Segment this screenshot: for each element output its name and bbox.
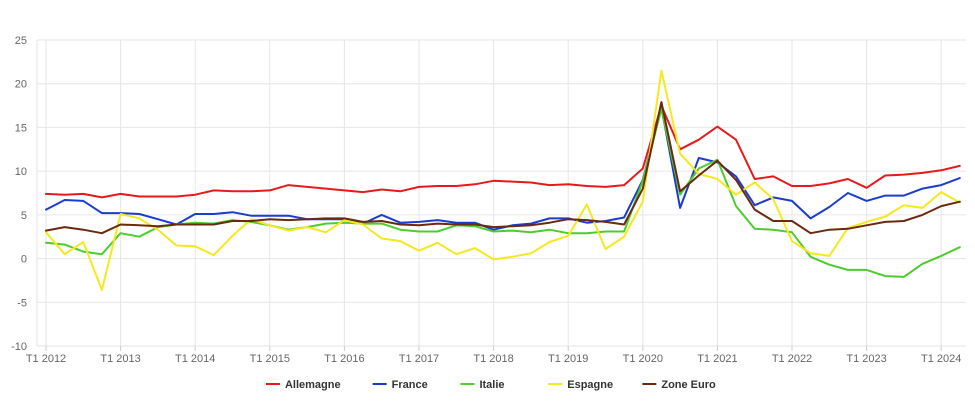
x-tick-label: T1 2014 — [175, 353, 215, 365]
x-tick-label: T1 2017 — [399, 353, 439, 365]
x-tick-label: T1 2019 — [548, 353, 588, 365]
series-line-italie[interactable] — [45, 108, 961, 278]
legend-item-allemagne[interactable]: Allemagne — [265, 379, 341, 391]
y-tick-label: 25 — [15, 35, 27, 47]
x-tick-label: T1 2022 — [772, 353, 812, 365]
x-tick-label: T1 2021 — [697, 353, 737, 365]
legend-label: Espagne — [567, 379, 613, 391]
x-tick-label: T1 2013 — [100, 353, 140, 365]
y-tick-label: 5 — [21, 210, 27, 222]
x-tick-label: T1 2016 — [324, 353, 364, 365]
legend-item-zone-euro[interactable]: Zone Euro — [642, 379, 716, 391]
x-tick-label: T1 2015 — [250, 353, 290, 365]
grid — [37, 39, 966, 347]
series-line-allemagne[interactable] — [45, 104, 961, 199]
legend-item-france[interactable]: France — [372, 379, 428, 391]
x-tick-label: T1 2024 — [921, 353, 961, 365]
series-line-france[interactable] — [45, 106, 961, 231]
y-tick-label: -5 — [17, 297, 27, 309]
series-line-zone-euro[interactable] — [45, 101, 961, 235]
legend-item-italie[interactable]: Italie — [460, 379, 505, 391]
legend-label: Italie — [479, 379, 504, 391]
legend: Allemagne France Italie Espagne Zone Euro — [265, 379, 716, 391]
y-tick-label: 20 — [15, 79, 27, 91]
x-tick-label: T1 2012 — [26, 353, 66, 365]
axes: -10 -5 0 5 10 15 20 25 T1 2012 T1 2013 T1 2014 T1 2… — [11, 35, 961, 365]
series-lines — [45, 69, 961, 291]
y-tick-label: -10 — [11, 341, 27, 353]
legend-label: Allemagne — [285, 379, 341, 391]
y-tick-label: 0 — [21, 254, 27, 266]
x-tick-label: T1 2023 — [846, 353, 886, 365]
legend-label: France — [392, 379, 428, 391]
legend-item-espagne[interactable]: Espagne — [548, 379, 613, 391]
y-tick-label: 10 — [15, 166, 27, 178]
legend-label: Zone Euro — [661, 379, 716, 391]
series-line-espagne[interactable] — [45, 69, 961, 291]
x-tick-label: T1 2018 — [473, 353, 513, 365]
x-tick-label: T1 2020 — [623, 353, 663, 365]
y-tick-label: 15 — [15, 122, 27, 134]
